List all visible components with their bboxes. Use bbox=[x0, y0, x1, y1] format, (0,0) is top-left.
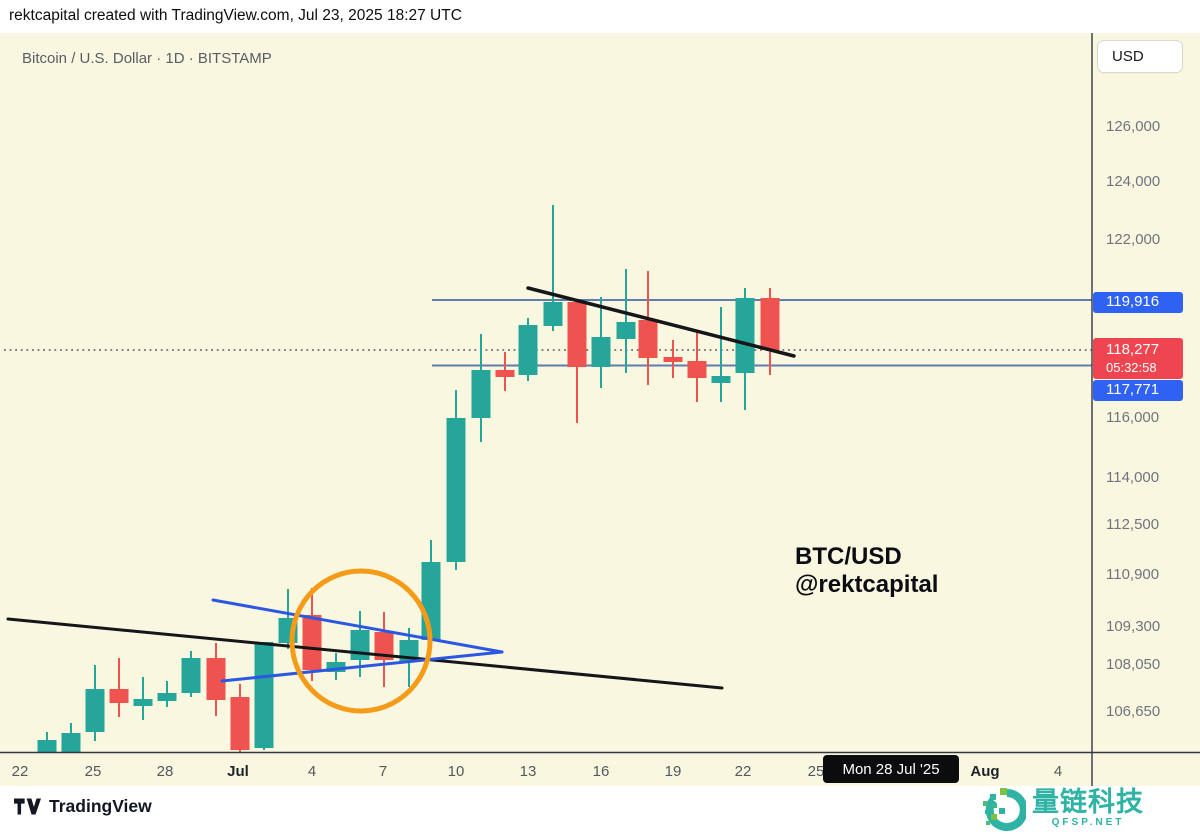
price-tick-label: 114,000 bbox=[1106, 469, 1160, 486]
price-tick-label: 110,900 bbox=[1106, 566, 1160, 583]
time-tick-label: 7 bbox=[378, 763, 388, 780]
footer-bar: TradingView 量链科技 QFSP.NET bbox=[0, 786, 1200, 836]
price-tick-label: 106,650 bbox=[1106, 703, 1161, 720]
tradingview-glyph-icon bbox=[14, 798, 41, 815]
attribution-text: rektcapital created with TradingView.com… bbox=[9, 7, 462, 24]
price-tick-label: 124,000 bbox=[1106, 173, 1161, 190]
time-tick-label: 4 bbox=[1053, 763, 1063, 780]
time-tick-label: 19 bbox=[664, 763, 682, 780]
qfsp-watermark: 量链科技 QFSP.NET bbox=[980, 787, 1144, 833]
current-price-badge: 118,277 05:32:58 bbox=[1093, 338, 1183, 379]
time-tick-label: 25 bbox=[84, 763, 102, 780]
time-tick-label: 25 bbox=[807, 763, 825, 780]
time-tick-label: Jul bbox=[227, 763, 249, 780]
time-tick-label: Aug bbox=[970, 763, 1000, 780]
lower-level-price-badge: 117,771 bbox=[1093, 380, 1183, 401]
watermark-symbol: BTC/USD bbox=[795, 543, 902, 570]
price-tick-label: 122,000 bbox=[1106, 231, 1161, 248]
price-tick-label: 126,000 bbox=[1106, 118, 1161, 135]
chart-background bbox=[0, 33, 1200, 786]
qfsp-logo-icon bbox=[983, 788, 1026, 831]
currency-toggle-button[interactable]: USD bbox=[1097, 40, 1183, 73]
symbol-title: Bitcoin / U.S. Dollar · 1D · BITSTAMP bbox=[22, 50, 272, 67]
price-tick-label: 116,000 bbox=[1106, 409, 1160, 426]
watermark-handle: @rektcapital bbox=[795, 571, 939, 598]
time-tick-label: 13 bbox=[519, 763, 537, 780]
tradingview-wordmark: TradingView bbox=[49, 796, 152, 816]
time-tick-label: 22 bbox=[11, 763, 29, 780]
time-tick-label: 10 bbox=[447, 763, 465, 780]
price-tick-label: 108,050 bbox=[1106, 656, 1161, 673]
crosshair-date-tooltip: Mon 28 Jul '25 bbox=[823, 755, 959, 783]
time-tick-label: 28 bbox=[156, 763, 174, 780]
bar-countdown: 05:32:58 bbox=[1106, 359, 1157, 375]
currency-label: USD bbox=[1112, 48, 1144, 65]
crosshair-date-text: Mon 28 Jul '25 bbox=[842, 760, 940, 778]
price-tick-label: 109,300 bbox=[1106, 618, 1161, 635]
chart-text-annotation: BTC/USD @rektcapital bbox=[795, 543, 938, 599]
price-tick-label: 112,500 bbox=[1106, 516, 1160, 533]
tradingview-logo[interactable]: TradingView bbox=[14, 796, 152, 817]
time-tick-label: 4 bbox=[307, 763, 317, 780]
time-tick-label: 22 bbox=[734, 763, 752, 780]
time-tick-label: 16 bbox=[592, 763, 610, 780]
qfsp-domain-text: QFSP.NET bbox=[1051, 817, 1125, 828]
qfsp-cn-text: 量链科技 bbox=[1032, 787, 1144, 817]
upper-level-price-badge: 119,916 bbox=[1093, 292, 1183, 313]
header-bar: rektcapital created with TradingView.com… bbox=[0, 0, 1200, 33]
